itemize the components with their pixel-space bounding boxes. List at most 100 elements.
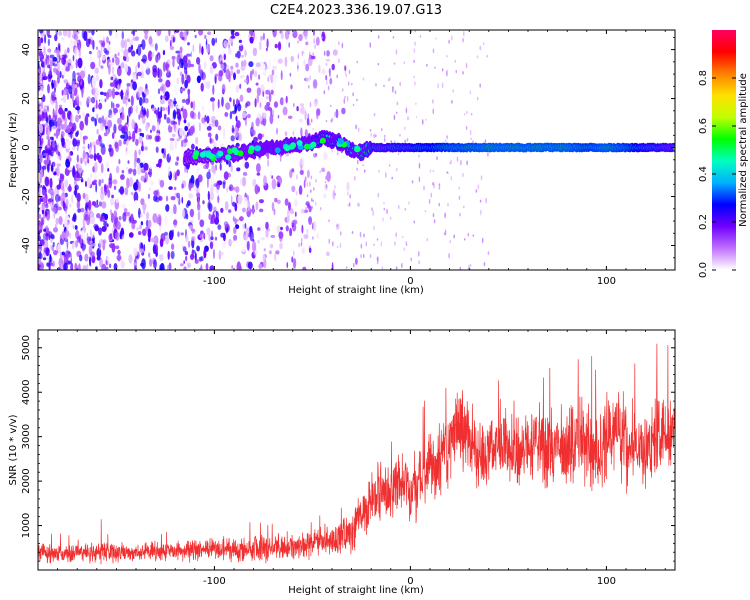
noise-blob bbox=[41, 189, 46, 196]
noise-blob bbox=[370, 132, 373, 137]
noise-blob bbox=[38, 115, 42, 122]
noise-blob bbox=[168, 150, 171, 158]
noise-blob bbox=[123, 208, 128, 213]
noise-blob bbox=[312, 220, 317, 232]
noise-blob bbox=[109, 263, 112, 269]
noise-blob bbox=[135, 64, 138, 76]
noise-blob bbox=[231, 265, 234, 269]
noise-blob bbox=[386, 208, 388, 215]
noise-blob bbox=[133, 191, 139, 203]
noise-blob bbox=[479, 199, 482, 203]
noise-blob bbox=[141, 39, 146, 50]
noise-blob bbox=[235, 62, 239, 68]
noise-blob bbox=[72, 138, 78, 147]
noise-blob bbox=[251, 121, 254, 131]
noise-blob bbox=[356, 60, 359, 64]
noise-blob bbox=[40, 80, 43, 84]
noise-blob bbox=[448, 253, 450, 259]
noise-blob bbox=[166, 59, 171, 65]
noise-blob bbox=[82, 135, 88, 140]
noise-blob bbox=[88, 146, 92, 155]
noise-blob bbox=[242, 111, 247, 119]
noise-blob bbox=[286, 213, 290, 224]
noise-blob bbox=[309, 54, 311, 60]
noise-blob bbox=[182, 55, 188, 63]
noise-blob bbox=[223, 221, 229, 227]
noise-blob bbox=[47, 139, 51, 146]
noise-blob bbox=[59, 71, 62, 79]
noise-blob bbox=[401, 235, 404, 239]
noise-blob bbox=[120, 39, 126, 49]
noise-blob bbox=[157, 111, 163, 119]
noise-blob bbox=[198, 30, 204, 36]
noise-blob bbox=[118, 216, 122, 221]
noise-blob bbox=[375, 134, 377, 138]
noise-blob bbox=[87, 103, 89, 108]
noise-blob bbox=[399, 134, 401, 137]
noise-blob bbox=[329, 104, 332, 107]
noise-blob bbox=[238, 44, 244, 52]
noise-blob bbox=[226, 186, 229, 193]
noise-blob bbox=[312, 128, 314, 131]
noise-blob bbox=[105, 92, 110, 100]
noise-blob bbox=[339, 242, 342, 249]
snr-x-ticks: -100 0 100 bbox=[57, 330, 666, 587]
noise-blob bbox=[60, 53, 63, 59]
noise-blob bbox=[306, 125, 310, 131]
noise-blob bbox=[44, 211, 48, 217]
spectrogram-ridge bbox=[182, 129, 675, 167]
noise-blob bbox=[63, 54, 68, 59]
y-tick-label: 2000 bbox=[21, 468, 32, 493]
noise-blob bbox=[115, 56, 120, 66]
colorbar-tick-label: 0.8 bbox=[698, 70, 709, 86]
noise-blob bbox=[188, 182, 194, 189]
noise-blob bbox=[280, 70, 283, 81]
noise-blob bbox=[355, 257, 358, 265]
noise-blob bbox=[61, 251, 66, 256]
noise-blob bbox=[131, 50, 136, 57]
noise-blob bbox=[334, 111, 336, 118]
noise-blob bbox=[77, 236, 80, 243]
noise-blob bbox=[309, 123, 311, 126]
noise-blob bbox=[109, 243, 114, 249]
noise-blob bbox=[53, 171, 57, 176]
noise-blob bbox=[377, 192, 380, 198]
noise-blob bbox=[355, 124, 357, 130]
noise-blob bbox=[161, 48, 164, 54]
noise-blob bbox=[305, 206, 307, 213]
noise-blob bbox=[143, 244, 146, 252]
noise-blob bbox=[235, 115, 238, 122]
noise-blob bbox=[371, 207, 373, 212]
noise-blob bbox=[91, 255, 96, 264]
noise-blob bbox=[183, 119, 187, 124]
noise-blob bbox=[393, 114, 396, 121]
noise-blob bbox=[164, 35, 169, 43]
noise-blob bbox=[108, 147, 112, 152]
noise-blob bbox=[42, 142, 46, 148]
noise-blob bbox=[470, 137, 473, 140]
y-tick-label: 20 bbox=[21, 92, 32, 105]
noise-blob bbox=[151, 107, 156, 112]
noise-blob bbox=[341, 42, 344, 49]
noise-blob bbox=[321, 68, 326, 75]
noise-blob bbox=[237, 132, 242, 142]
noise-blob bbox=[274, 43, 278, 49]
noise-blob bbox=[393, 62, 396, 65]
noise-blob bbox=[104, 266, 109, 270]
noise-blob bbox=[311, 198, 313, 202]
noise-blob bbox=[177, 196, 180, 202]
noise-blob bbox=[100, 163, 104, 174]
noise-blob bbox=[444, 139, 447, 142]
noise-blob bbox=[325, 120, 328, 123]
noise-blob bbox=[411, 180, 414, 184]
noise-blob bbox=[199, 234, 205, 239]
noise-blob bbox=[268, 92, 272, 103]
noise-blob bbox=[42, 66, 46, 76]
noise-blob bbox=[203, 122, 208, 127]
noise-blob bbox=[170, 250, 175, 260]
noise-blob bbox=[89, 53, 92, 63]
noise-blob bbox=[135, 105, 138, 114]
noise-blob bbox=[247, 200, 251, 212]
noise-blob bbox=[152, 213, 158, 224]
noise-blob bbox=[466, 110, 468, 114]
